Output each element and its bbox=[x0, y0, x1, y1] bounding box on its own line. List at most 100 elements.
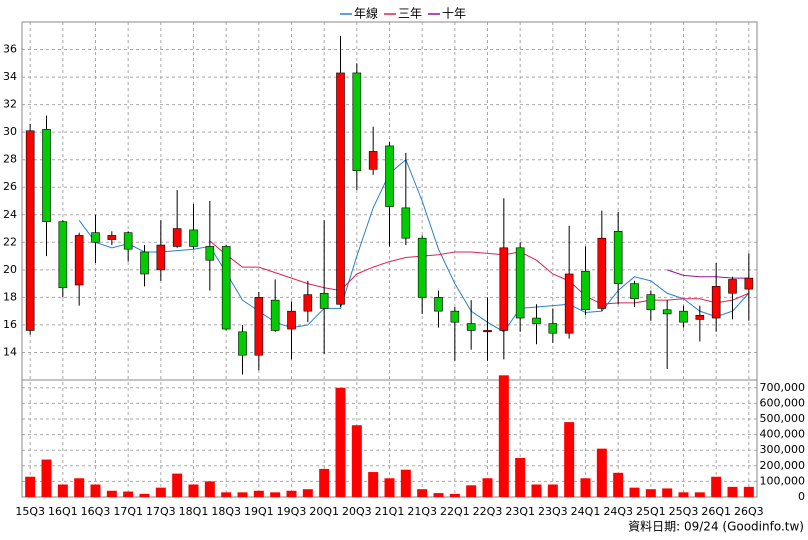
volume-bar bbox=[727, 486, 738, 497]
x-tick-label: 23Q3 bbox=[538, 505, 568, 518]
volume-bar bbox=[139, 493, 150, 497]
candle-body bbox=[352, 72, 362, 172]
candle-body bbox=[695, 314, 705, 320]
candle-body bbox=[564, 273, 574, 334]
volume-bar bbox=[596, 448, 607, 497]
candle-body bbox=[287, 310, 296, 330]
candle-body bbox=[401, 207, 411, 239]
volume-bar bbox=[515, 458, 526, 497]
candle-body bbox=[679, 310, 688, 323]
volume-bar bbox=[743, 486, 754, 497]
y2-tick-label: 200,000 bbox=[760, 459, 806, 472]
x-tick-label: 20Q3 bbox=[342, 505, 372, 518]
candle-body bbox=[728, 279, 737, 294]
volume-bar bbox=[433, 493, 444, 497]
candle-body bbox=[744, 277, 754, 290]
volume-bar bbox=[172, 473, 183, 497]
candle-body bbox=[646, 294, 656, 311]
volume-bar bbox=[302, 489, 313, 497]
x-tick-label: 18Q3 bbox=[211, 505, 241, 518]
candle-body bbox=[303, 294, 313, 312]
candle-body bbox=[630, 283, 639, 300]
candle-body bbox=[417, 237, 427, 298]
y2-tick-label: 600,000 bbox=[760, 396, 806, 409]
x-tick-label: 19Q1 bbox=[244, 505, 274, 518]
volume-bar bbox=[482, 478, 493, 497]
x-tick-label: 24Q1 bbox=[571, 505, 601, 518]
x-tick-label: 26Q1 bbox=[701, 505, 731, 518]
legend-label: 三年 bbox=[398, 7, 422, 21]
x-tick-label: 25Q3 bbox=[669, 505, 699, 518]
candle-body bbox=[25, 130, 35, 331]
volume-bar bbox=[629, 487, 640, 497]
y2-tick-label: 300,000 bbox=[760, 443, 806, 456]
y2-tick-label: 0 bbox=[798, 490, 805, 503]
candle-body bbox=[123, 232, 133, 250]
x-tick-label: 21Q1 bbox=[375, 505, 405, 518]
volume-bar bbox=[564, 422, 575, 497]
y2-tick-label: 700,000 bbox=[760, 381, 806, 394]
candle-body bbox=[532, 317, 541, 324]
x-tick-label: 18Q1 bbox=[179, 505, 209, 518]
candle-body bbox=[238, 331, 247, 356]
y2-tick-label: 400,000 bbox=[760, 428, 806, 441]
y-tick-label: 18 bbox=[3, 290, 17, 303]
candle-body bbox=[336, 72, 345, 305]
volume-bar bbox=[335, 387, 346, 497]
candle-body bbox=[140, 251, 149, 275]
volume-bar bbox=[351, 425, 362, 497]
candle-body bbox=[385, 145, 394, 207]
volume-bar bbox=[237, 492, 248, 497]
candle-body bbox=[74, 235, 84, 286]
volume-bar bbox=[613, 472, 624, 497]
x-tick-label: 22Q1 bbox=[440, 505, 470, 518]
ma-line bbox=[209, 240, 750, 305]
y-tick-label: 26 bbox=[3, 180, 17, 193]
y2-tick-label: 500,000 bbox=[760, 412, 806, 425]
x-tick-label: 16Q1 bbox=[48, 505, 78, 518]
x-tick-label: 19Q3 bbox=[277, 505, 307, 518]
volume-bar bbox=[188, 484, 199, 497]
candle-body bbox=[450, 310, 460, 323]
volume-bar bbox=[90, 484, 101, 497]
candle-body bbox=[172, 228, 182, 247]
y-tick-label: 24 bbox=[3, 208, 17, 221]
x-tick-label: 23Q1 bbox=[505, 505, 535, 518]
volume-bar bbox=[221, 492, 232, 497]
candle-body bbox=[91, 232, 100, 243]
volume-bar bbox=[368, 472, 379, 497]
volume-bar bbox=[25, 476, 36, 497]
legend-label: 年線 bbox=[354, 6, 378, 21]
y-tick-label: 32 bbox=[3, 98, 17, 111]
candle-body bbox=[221, 246, 231, 330]
volume-bar bbox=[319, 468, 330, 497]
volume-bar bbox=[449, 493, 460, 497]
x-tick-label: 15Q3 bbox=[15, 505, 45, 518]
volume-bar bbox=[204, 481, 215, 497]
candle-body bbox=[548, 323, 558, 334]
candle-body bbox=[205, 246, 215, 261]
candle-body bbox=[711, 286, 721, 319]
y-tick-label: 36 bbox=[3, 43, 17, 56]
y-tick-label: 16 bbox=[3, 318, 17, 331]
x-tick-label: 21Q3 bbox=[407, 505, 437, 518]
volume-bar bbox=[645, 489, 656, 497]
volume-bar bbox=[466, 485, 477, 497]
candle-body bbox=[368, 151, 378, 170]
candle-body bbox=[597, 237, 607, 309]
legend-label: 十年 bbox=[442, 7, 466, 21]
volume-bar bbox=[41, 459, 52, 497]
volume-bar bbox=[253, 490, 264, 497]
candle-body bbox=[499, 247, 509, 331]
candle-body bbox=[189, 229, 198, 247]
ma-line bbox=[78, 158, 750, 333]
candle-body bbox=[466, 323, 476, 331]
volume-bar bbox=[531, 484, 542, 497]
x-tick-label: 26Q3 bbox=[734, 505, 764, 518]
volume-bar bbox=[270, 492, 281, 497]
y-tick-label: 28 bbox=[3, 153, 17, 166]
candle-body bbox=[434, 297, 443, 312]
candle-body bbox=[42, 129, 51, 222]
